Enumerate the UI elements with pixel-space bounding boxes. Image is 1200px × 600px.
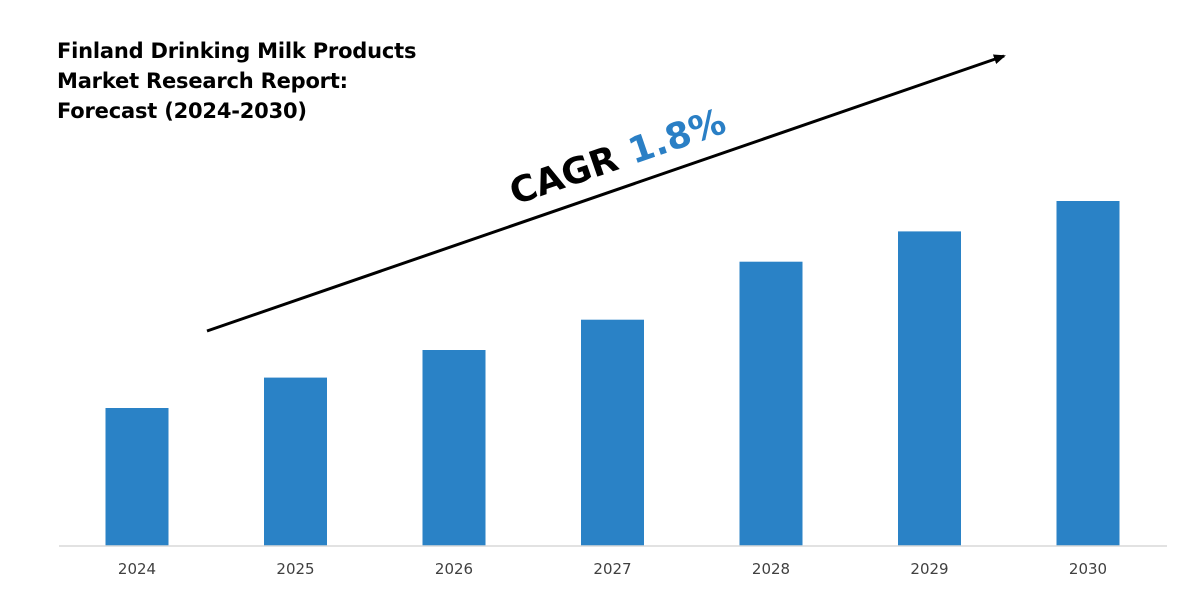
x-tick-label-2029: 2029 — [910, 560, 948, 578]
bar-2030 — [1056, 201, 1120, 546]
bar-2026 — [422, 350, 486, 546]
x-tick-label-2028: 2028 — [752, 560, 790, 578]
bar-2025 — [264, 377, 327, 546]
trend-arrow — [206, 54, 1006, 333]
bar-2024 — [105, 408, 169, 546]
bar-2029 — [898, 231, 961, 546]
x-tick-label-2024: 2024 — [118, 560, 156, 578]
x-tick-label-2026: 2026 — [435, 560, 473, 578]
cagr-value: 1.8% — [623, 101, 731, 172]
chart-title-line-3: Forecast (2024-2030) — [57, 99, 307, 123]
x-tick-label-2025: 2025 — [276, 560, 314, 578]
bars-layer — [105, 201, 1120, 546]
x-tick-labels: 2024 2025 2026 2027 2028 2029 2030 — [118, 560, 1107, 578]
chart-title-line-1: Finland Drinking Milk Products — [57, 39, 417, 63]
bar-2028 — [739, 261, 803, 546]
bar-2027 — [581, 319, 644, 546]
cagr-label: CAGR — [505, 138, 624, 213]
x-tick-label-2027: 2027 — [593, 560, 631, 578]
cagr-annotation: CAGR1.8% — [505, 101, 731, 213]
chart-title-line-2: Market Research Report: — [57, 69, 348, 93]
x-tick-label-2030: 2030 — [1069, 560, 1107, 578]
chart-title: Finland Drinking Milk Products Market Re… — [57, 36, 477, 126]
